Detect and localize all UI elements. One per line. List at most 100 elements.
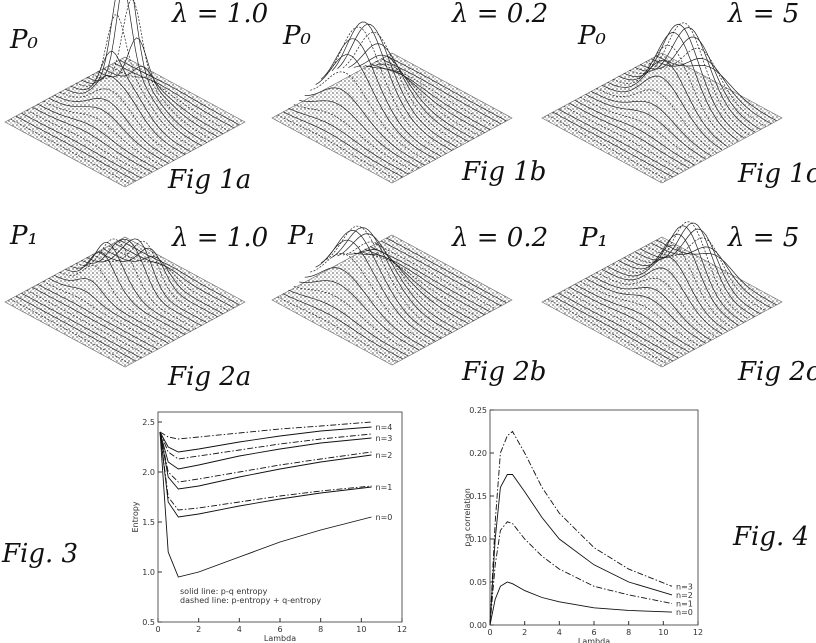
surface-line — [596, 87, 717, 153]
surface-line — [348, 43, 469, 142]
surface-line — [48, 97, 169, 164]
surface-line — [656, 239, 777, 306]
state-label: P₀ — [282, 21, 311, 51]
surface-line — [37, 283, 158, 350]
surface-line — [108, 65, 229, 132]
surface-panel — [271, 225, 513, 366]
surface-line — [375, 243, 496, 310]
surface-line — [645, 237, 766, 312]
x-axis-label: Lambda — [264, 634, 296, 643]
surface-line — [569, 286, 690, 353]
surface-line — [277, 296, 398, 363]
surface-line — [64, 75, 186, 155]
surface-line — [353, 54, 474, 140]
y-tick-label: 0.5 — [142, 618, 155, 627]
surface-line — [10, 298, 131, 365]
figure-caption: Fig 1a — [167, 165, 251, 195]
lambda-label: λ = 1.0 — [171, 0, 268, 29]
y-tick-label: 0.15 — [469, 492, 487, 501]
series-label: n=2 — [676, 591, 693, 600]
surface-line — [375, 60, 496, 128]
surface-line — [629, 221, 750, 320]
series-label: n=1 — [676, 600, 693, 609]
figure-caption: Fig 2c — [737, 357, 816, 387]
surface-line — [92, 0, 213, 141]
surface-line — [48, 277, 169, 344]
surface-line — [370, 63, 491, 131]
surface-line — [70, 241, 191, 332]
surface-line — [558, 292, 679, 359]
surface-line — [315, 239, 436, 342]
plot-frame — [489, 409, 699, 626]
surface-line — [607, 256, 728, 332]
surface-line — [359, 250, 480, 319]
series-label: n=3 — [676, 582, 693, 591]
surface-line — [580, 96, 701, 163]
surface-line — [304, 267, 425, 348]
surface-line — [326, 225, 447, 336]
series-line — [159, 431, 372, 518]
x-tick-label: 4 — [237, 625, 242, 634]
surface-line — [337, 23, 458, 148]
y-tick-label: 2.5 — [142, 418, 155, 427]
surface-line — [337, 233, 458, 330]
series-line — [159, 426, 372, 453]
series-label: n=1 — [376, 483, 393, 492]
series-label: n=2 — [376, 451, 393, 460]
x-tick-label: 12 — [693, 628, 703, 637]
y-axis-label: p-q correlation — [463, 488, 472, 547]
figure-caption: Fig. 3 — [1, 539, 78, 569]
surface-line — [59, 88, 180, 158]
surface-base — [541, 236, 783, 368]
lambda-label: λ = 5 — [727, 223, 799, 253]
surface-line — [590, 275, 712, 341]
surface-line — [574, 99, 695, 166]
series-label: n=0 — [376, 513, 393, 522]
surface-line — [32, 286, 153, 353]
surface-panel — [4, 236, 246, 368]
surface-panel — [541, 221, 783, 368]
surface-line — [282, 293, 404, 360]
surface-line — [310, 71, 431, 163]
y-tick-label: 1.5 — [142, 518, 155, 527]
series-line — [159, 431, 372, 490]
y-tick-label: 0.00 — [469, 621, 487, 630]
surface-line — [563, 105, 684, 172]
surface-line — [288, 289, 409, 357]
surface-line — [70, 51, 191, 152]
surface-line — [75, 238, 197, 329]
state-label: P₁ — [9, 221, 38, 251]
state-label: P₁ — [287, 221, 316, 251]
x-tick-label: 8 — [626, 628, 631, 637]
figure-caption: Fig. 4 — [732, 522, 809, 552]
surface-line — [299, 280, 420, 351]
surface-base — [271, 52, 513, 184]
x-tick-label: 12 — [397, 625, 407, 634]
lambda-label: λ = 5 — [727, 0, 799, 29]
x-tick-label: 0 — [155, 625, 160, 634]
surface-line — [15, 295, 137, 362]
surface-line — [86, 238, 207, 324]
surface-line — [119, 239, 240, 306]
surface-line — [607, 60, 728, 147]
surface-line — [315, 54, 436, 160]
x-tick-label: 10 — [658, 628, 668, 637]
surface-line — [547, 114, 668, 181]
surface-line — [364, 65, 485, 134]
y-axis-label: Entropy — [131, 501, 140, 532]
x-tick-label: 10 — [356, 625, 366, 634]
surface-line — [86, 0, 207, 143]
surface-line — [53, 274, 175, 341]
surface-line — [612, 244, 734, 329]
series-line — [489, 474, 673, 626]
surface-line — [618, 233, 739, 326]
series-line — [159, 431, 372, 483]
series-label: n=4 — [376, 423, 393, 432]
surface-line — [380, 58, 502, 125]
series-line — [159, 421, 372, 440]
lambda-label: λ = 0.2 — [451, 0, 548, 29]
surface-line — [596, 272, 717, 338]
surface-panel — [541, 22, 783, 184]
y-tick-label: 1.0 — [142, 568, 155, 577]
figure-caption: Fig 2b — [461, 357, 546, 387]
